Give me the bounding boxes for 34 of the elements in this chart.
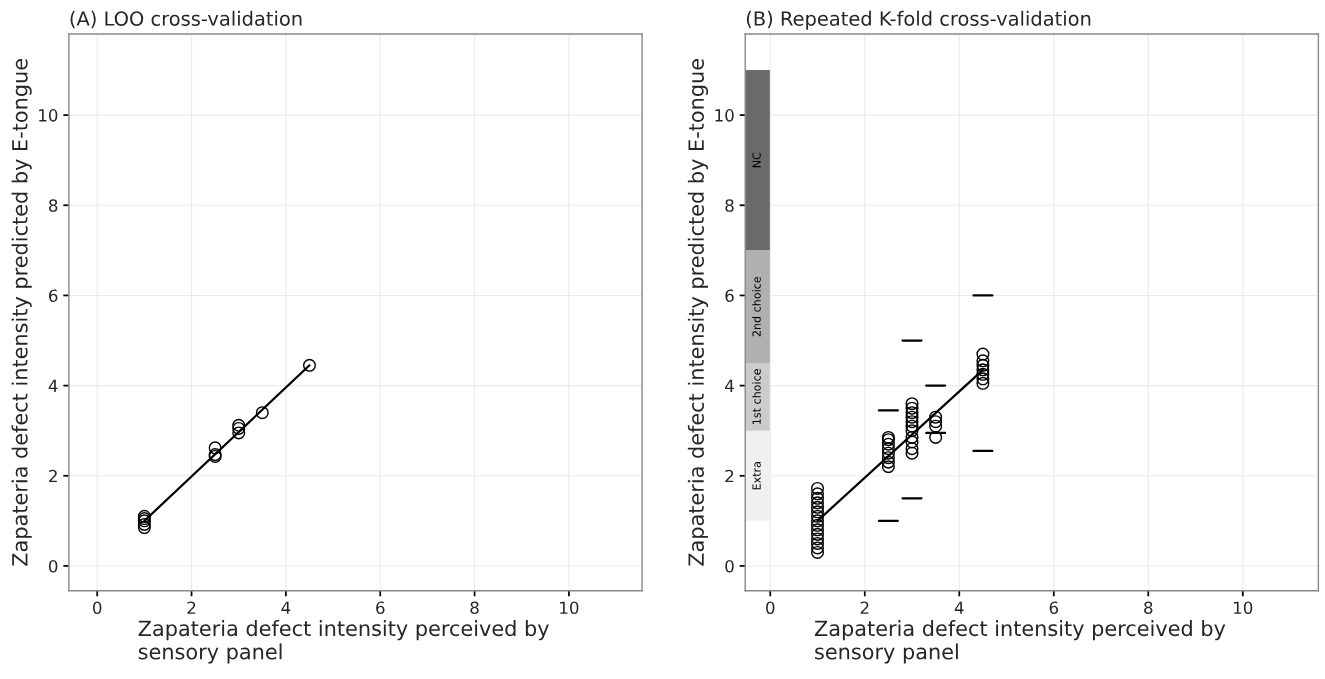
y-axis-title: Zapateria defect intensity predicted by E-tongue	[687, 59, 709, 566]
band-label: NC	[752, 152, 761, 168]
y-axis-title: Zapateria defect intensity predicted by E-tongue	[11, 59, 32, 566]
x-tick-label: 10	[1234, 601, 1253, 615]
y-tick-label: 2	[49, 469, 57, 483]
chart-title: (B) Repeated K-fold cross-validation	[746, 10, 1091, 30]
x-tick-label: 4	[954, 601, 964, 614]
y-tick-label: 6	[49, 289, 58, 302]
y-tick-label: 0	[48, 559, 58, 573]
x-tick-label: 6	[1049, 601, 1059, 615]
x-tick-label: 10	[560, 601, 579, 615]
chart-title: (A) LOO cross-validation	[70, 10, 302, 29]
y-tick-label: 2	[725, 469, 734, 483]
x-tick-label: 0	[93, 601, 102, 615]
x-axis-title: Zapateria defect intensity perceived by sensory panel	[814, 620, 1226, 664]
band-label: Extra	[752, 462, 761, 490]
x-tick-label: 4	[281, 601, 291, 614]
y-tick-label: 4	[725, 379, 734, 392]
y-tick-label: 10	[39, 109, 58, 122]
y-tick-label: 6	[725, 289, 734, 302]
y-tick-label: 8	[725, 199, 734, 212]
x-tick-label: 6	[376, 601, 385, 615]
x-tick-label: 8	[1144, 601, 1153, 615]
x-tick-label: 0	[766, 601, 775, 615]
y-tick-label: 10	[715, 109, 734, 122]
x-tick-label: 2	[860, 601, 869, 614]
band-label: 1st choice	[752, 369, 761, 425]
y-tick-label: 0	[725, 559, 734, 573]
x-tick-label: 8	[470, 601, 479, 615]
y-tick-label: 4	[48, 379, 58, 392]
x-axis-title: Zapateria defect intensity perceived by sensory panel	[138, 620, 549, 664]
band-label: 2nd choice	[752, 276, 761, 337]
x-tick-label: 2	[187, 601, 196, 614]
y-tick-label: 8	[49, 199, 58, 212]
